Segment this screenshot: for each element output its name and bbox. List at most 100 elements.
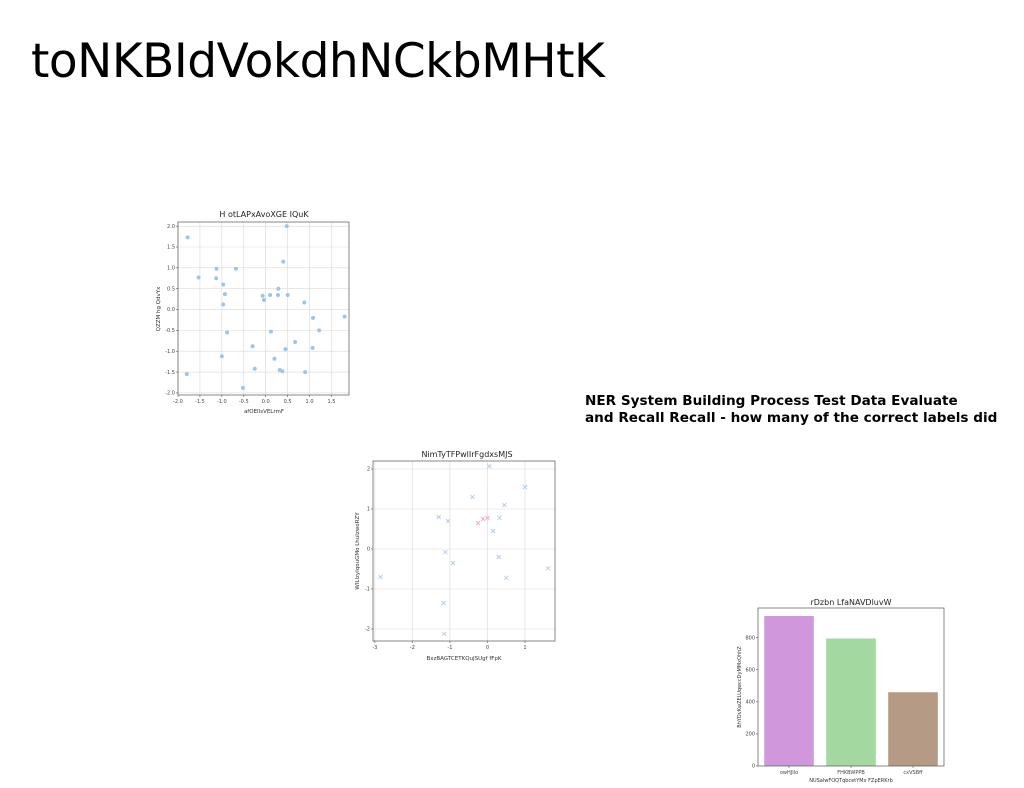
chart-title: H otLAPxAvoXGE IQuK [219,210,309,219]
data-point [233,266,238,271]
data-point [285,292,290,297]
data-point [302,300,307,305]
bar [764,616,814,766]
x-tick-label: 0 [486,645,489,651]
bar [888,692,938,766]
x-tick-label: 1 [523,645,526,651]
bar [826,638,876,766]
data-point [275,292,280,297]
y-tick-label: -1 [365,587,370,593]
data-point [185,235,190,240]
bar-chart: rDzbn LfaNAVDluvW owHJIlo FHKBWPPB cxVSBff… [737,598,945,784]
data-point [378,574,383,580]
data-point [268,329,273,334]
y-axis-label: BhYDvKwZELUqwccDyMMxQhhZ [737,646,743,728]
data-point [470,494,475,500]
data-point [268,292,273,297]
data-point [445,518,451,524]
y-tick-label: 800 [745,635,755,641]
y-axis-label: QZZM hg QdvYx [156,286,162,332]
y-tick-label: -1.5 [165,370,175,376]
y-tick-label: -1.0 [165,349,175,355]
x-axis-label: BxzBAGTCETKQuJSUgf fFpK [426,656,501,662]
x-tick-label: 1.0 [306,399,314,405]
plot-frame [177,221,350,396]
data-point [501,502,507,508]
data-point [222,292,227,297]
chart-title: NimTyTFPwlIrFgdxsMJS [421,450,512,459]
data-point [240,385,245,390]
x-tick-label: -1.0 [217,399,227,405]
data-point [293,340,298,345]
data-point [252,366,257,371]
y-tick-label: 1 [367,507,370,513]
data-point [225,330,230,335]
data-point [342,314,347,319]
data-point [280,369,285,374]
data-point [261,297,266,302]
data-point [522,484,528,490]
data-point [545,565,551,571]
data-point [303,370,308,375]
y-tick-label: 2.0 [167,224,175,230]
side-text-block: NER System Building Process Test Data Ev… [585,393,1021,427]
y-tick-label: 200 [745,732,755,738]
y-tick-label: 0 [367,547,370,553]
scatter-chart-2: NimTyTFPwlIrFgdxsMJS -3 -2 -1 0 1 -2 -1 0 1 2 Bxz… [355,450,556,662]
data-point [317,328,322,333]
x-tick-label: FHKBWPPB [837,770,865,776]
data-point [250,344,255,349]
data-point [276,286,281,291]
x-tick-label: cxVSBff [903,770,923,776]
data-point [441,600,446,606]
x-tick-label: -2 [410,645,415,651]
x-tick-label: 1.5 [327,399,335,405]
y-tick-label: -2 [365,627,370,633]
x-tick-label: -1.5 [195,399,205,405]
y-tick-label: -2.0 [165,391,175,397]
data-point [490,528,496,534]
y-tick-label: 400 [745,700,755,706]
y-tick-label: 0.0 [167,307,175,313]
data-point [475,520,481,526]
data-point [260,293,265,298]
x-tick-label: -3 [372,645,377,651]
y-tick-label: 1.5 [167,245,175,251]
y-tick-label: 1.0 [167,266,175,272]
data-point [283,347,288,352]
data-point [503,575,509,581]
data-point [214,276,219,281]
plot-frame [372,460,556,642]
data-point [436,514,442,520]
y-tick-label: -0.5 [165,328,175,334]
data-point [284,224,289,229]
y-tick-label: 0.5 [167,286,175,292]
data-point [450,560,456,566]
side-text-line-2: and Recall Recall - how many of the corr… [585,410,998,426]
data-point [443,549,448,555]
x-tick-label: 0.0 [262,399,270,405]
y-tick-label: 2 [367,467,370,473]
data-point [281,259,286,264]
data-point [497,515,502,521]
data-point [221,282,226,287]
data-point [272,356,277,361]
data-point [214,266,219,271]
x-tick-label: -1 [447,645,452,651]
data-point [219,354,224,359]
page-title: toNKBIdVokdhNCkbMHtK [31,34,605,89]
chart-title: rDzbn LfaNAVDluvW [810,598,891,607]
y-axis-label: WlLlzyIqouGMo LhuIzwoRZY [355,512,361,590]
x-axis-label: NUSalwFOQTqbcetYMx FZpERKrb [809,778,893,784]
x-tick-label: 0.5 [284,399,292,405]
x-tick-label: -0.5 [239,399,249,405]
data-point [196,275,201,280]
x-tick-label: owHJIlo [780,770,798,776]
data-point [441,631,447,637]
side-text-line-1: NER System Building Process Test Data Ev… [585,393,958,409]
x-axis-label: afOEIlsVELrmF [244,409,284,415]
x-tick-label: -2.0 [173,399,183,405]
data-point [486,463,492,469]
y-tick-label: 600 [745,667,755,673]
data-point [310,345,315,350]
